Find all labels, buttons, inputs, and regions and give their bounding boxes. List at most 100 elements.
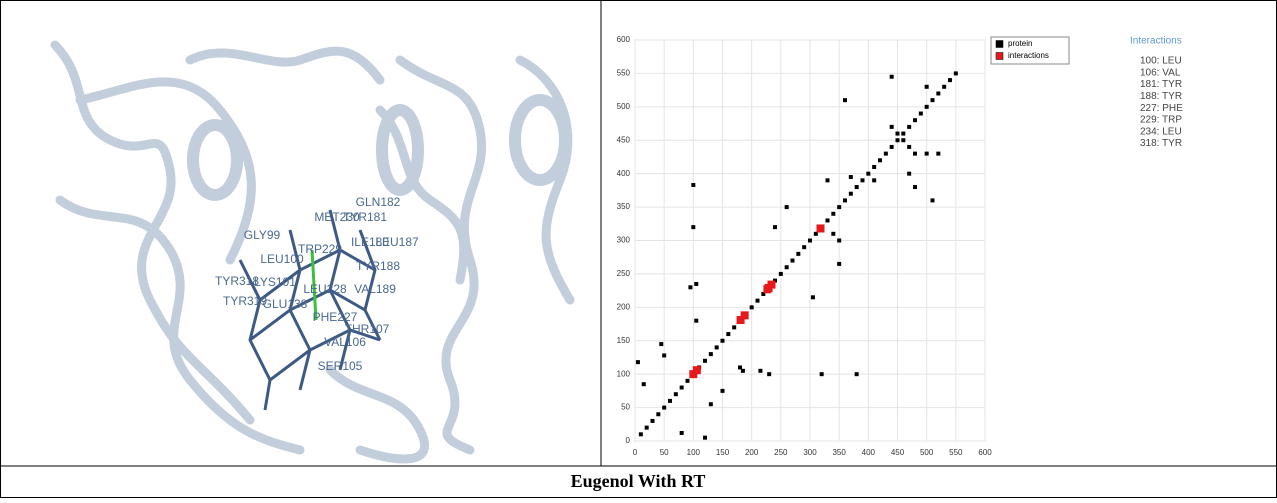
legend-swatch — [995, 40, 1004, 48]
protein-point — [843, 198, 847, 203]
x-tick-label: 200 — [745, 448, 759, 457]
protein-point — [761, 291, 766, 296]
y-tick-label: 500 — [617, 102, 631, 111]
y-tick-label: 100 — [617, 369, 631, 378]
protein-point — [668, 398, 672, 403]
protein-point — [831, 231, 836, 236]
protein-point — [714, 345, 719, 350]
protein-point — [860, 178, 865, 183]
protein-structure — [50, 40, 575, 464]
protein-point — [848, 191, 853, 196]
protein-point — [854, 185, 859, 190]
protein-point — [703, 435, 707, 440]
x-tick-label: 50 — [660, 448, 669, 457]
protein-point — [773, 278, 777, 283]
protein-point — [924, 104, 929, 109]
protein-point — [872, 164, 877, 169]
legend: protein interactions — [990, 36, 1070, 65]
residue-label: VAL106 — [324, 335, 366, 349]
protein-point — [708, 402, 713, 407]
interaction-point — [767, 280, 776, 289]
protein-point — [819, 372, 824, 377]
protein-point — [810, 295, 815, 300]
protein-point — [778, 271, 783, 276]
protein-point — [878, 158, 882, 163]
residue-label: VAL189 — [354, 282, 396, 296]
protein-point — [907, 124, 912, 129]
x-tick-label: 400 — [862, 448, 876, 457]
protein-point — [732, 325, 737, 330]
protein-point — [901, 131, 906, 136]
protein-point — [784, 265, 789, 270]
residue-label: PHE227 — [313, 310, 358, 324]
protein-point — [901, 138, 906, 143]
protein-point — [936, 151, 941, 156]
protein-point — [694, 281, 699, 286]
interaction-item: 229: TRP — [1140, 115, 1182, 126]
residue-label: LEU100 — [260, 252, 304, 266]
protein-point — [825, 178, 830, 183]
x-tick-label: 500 — [920, 448, 934, 457]
residue-label: TRP229 — [298, 242, 342, 256]
protein-point — [913, 185, 917, 190]
interaction-point — [740, 311, 749, 320]
residue-label: GLN182 — [356, 195, 401, 209]
protein-point — [691, 183, 696, 188]
protein-point — [749, 305, 754, 310]
protein-point — [641, 382, 646, 387]
protein-point — [907, 144, 912, 149]
x-tick-label: 100 — [687, 448, 701, 457]
protein-point — [758, 368, 763, 373]
protein-point — [773, 225, 777, 230]
protein-point — [644, 425, 649, 430]
protein-point — [703, 358, 707, 363]
interaction-point — [689, 370, 698, 379]
x-tick-label: 550 — [949, 448, 963, 457]
protein-point — [808, 238, 812, 243]
protein-point — [659, 342, 664, 347]
interaction-item: 106: VAL — [1140, 67, 1181, 78]
protein-point — [802, 245, 807, 250]
interaction-item: 234: LEU — [1140, 126, 1182, 137]
residue-label: GLY99 — [244, 228, 281, 242]
protein-point — [726, 332, 731, 337]
residue-label: TYR318 — [215, 274, 259, 288]
x-tick-label: 300 — [803, 448, 817, 457]
interaction-point — [692, 366, 701, 375]
protein-point — [738, 365, 742, 370]
residue-label: TYR181 — [343, 210, 387, 224]
residue-label: GLU138 — [263, 297, 308, 311]
protein-point — [848, 175, 853, 180]
protein-point — [673, 392, 678, 397]
residue-label: SER105 — [318, 359, 363, 373]
residue-label: TYR319 — [223, 294, 267, 308]
protein-point — [635, 360, 640, 365]
protein-point — [913, 151, 917, 156]
y-tick-label: 0 — [626, 436, 631, 445]
protein-point — [720, 388, 725, 393]
y-tick-label: 50 — [621, 403, 630, 412]
protein-point — [784, 205, 789, 210]
residue-label: LEU187 — [375, 235, 419, 249]
x-tick-label: 0 — [633, 448, 638, 457]
protein-point — [854, 372, 859, 377]
residue-label: ILE180 — [351, 235, 389, 249]
ligand-sticks — [238, 209, 382, 411]
protein-point — [740, 368, 745, 373]
y-tick-label: 600 — [617, 35, 631, 44]
y-tick-label: 350 — [617, 202, 631, 211]
protein-point — [638, 432, 643, 437]
protein-point — [866, 171, 871, 176]
x-tick-label: 350 — [832, 448, 846, 457]
protein-point — [837, 238, 842, 243]
protein-point — [953, 71, 958, 76]
residue-label: TYR188 — [356, 259, 400, 273]
protein-point — [662, 353, 667, 358]
protein-point — [918, 111, 923, 116]
protein-point — [679, 430, 684, 435]
x-tick-label: 150 — [716, 448, 730, 457]
protein-point — [694, 318, 699, 323]
interactions-title: Interactions — [1130, 36, 1182, 47]
